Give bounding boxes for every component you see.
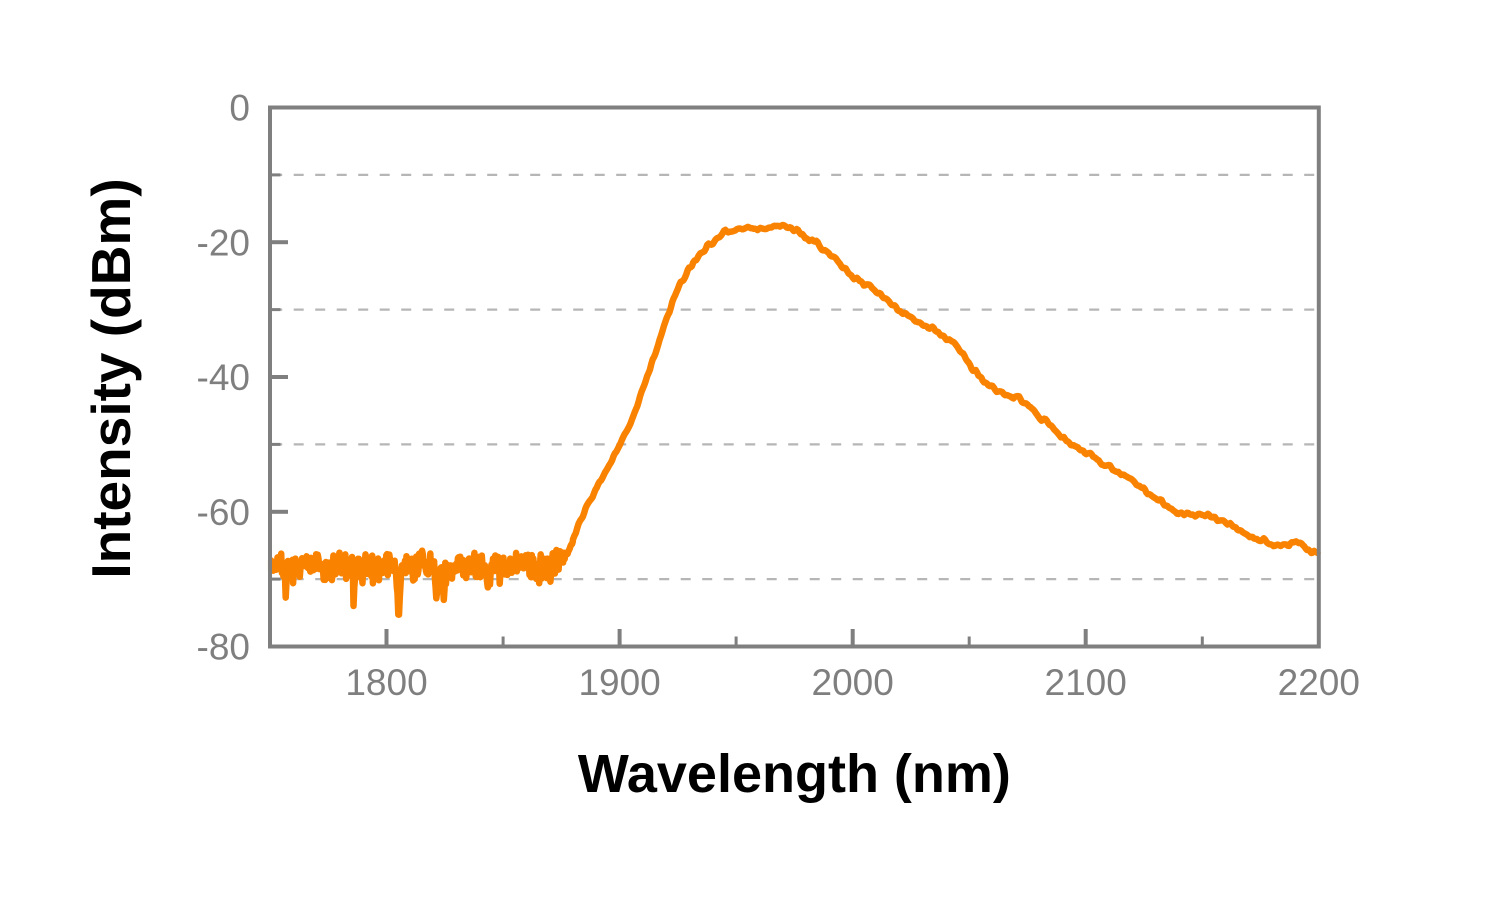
svg-text:2200: 2200 (1278, 662, 1360, 703)
svg-text:1900: 1900 (578, 662, 660, 703)
svg-text:0: 0 (229, 88, 250, 129)
svg-text:Wavelength (nm): Wavelength (nm) (578, 744, 1011, 804)
svg-text:-60: -60 (197, 492, 250, 533)
svg-text:-40: -40 (197, 357, 250, 398)
svg-text:2100: 2100 (1045, 662, 1127, 703)
svg-text:1800: 1800 (345, 662, 427, 703)
svg-text:2000: 2000 (812, 662, 894, 703)
svg-text:Intensity (dBm): Intensity (dBm) (80, 178, 142, 578)
svg-text:-80: -80 (197, 627, 250, 668)
svg-text:-20: -20 (197, 222, 250, 263)
